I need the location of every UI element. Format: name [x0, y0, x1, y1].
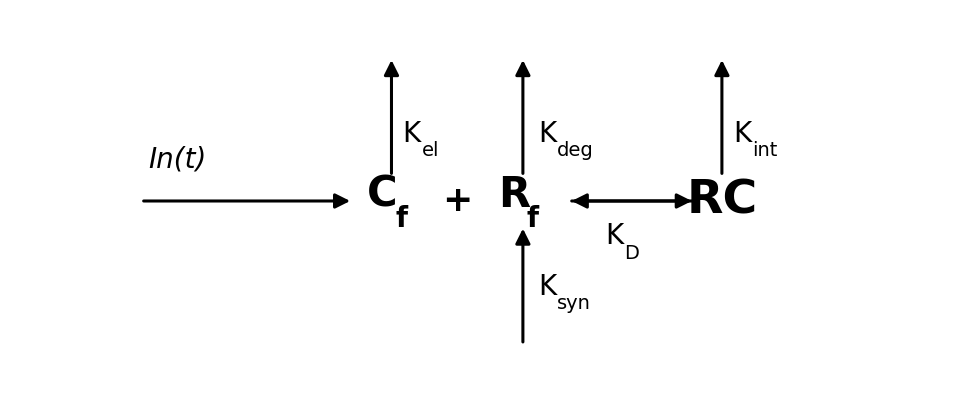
- Text: In(t): In(t): [148, 146, 206, 174]
- Text: K: K: [538, 119, 556, 148]
- Text: f: f: [395, 205, 407, 233]
- Text: f: f: [526, 205, 539, 233]
- Text: int: int: [752, 141, 777, 160]
- Text: RC: RC: [686, 178, 758, 224]
- Text: C: C: [367, 174, 398, 216]
- Text: R: R: [498, 174, 530, 216]
- Text: el: el: [422, 141, 439, 160]
- Text: D: D: [624, 244, 640, 263]
- Text: K: K: [606, 222, 624, 250]
- Text: +: +: [442, 184, 472, 218]
- Text: K: K: [403, 119, 421, 148]
- Text: K: K: [734, 119, 751, 148]
- Text: deg: deg: [556, 141, 593, 160]
- Text: K: K: [538, 273, 556, 301]
- Text: syn: syn: [556, 294, 590, 313]
